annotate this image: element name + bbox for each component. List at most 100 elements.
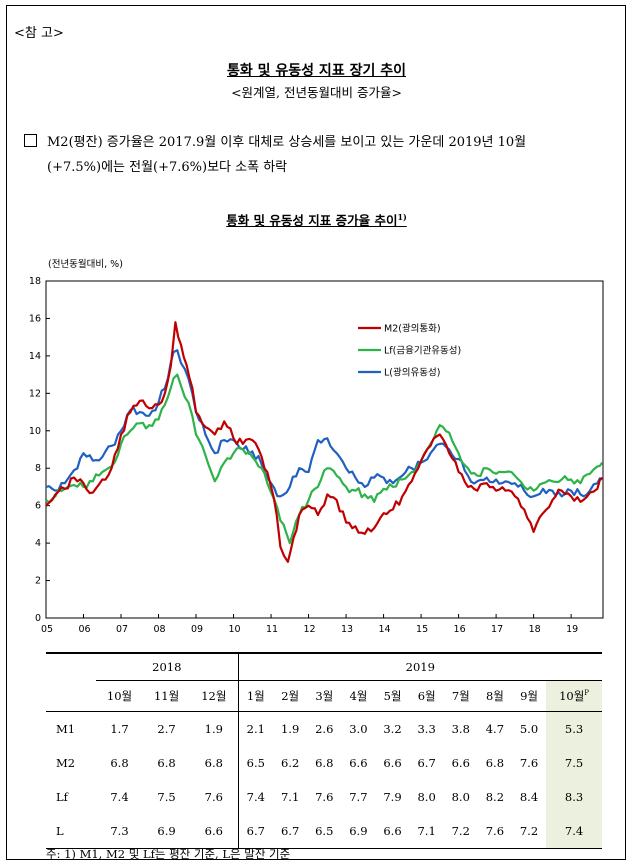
month-header: 12월 [190,680,239,712]
x-tick-label: 08 [153,624,165,635]
month-header: 4월 [349,689,368,703]
month-header: 6월 [417,689,436,703]
y-tick-label: 18 [29,276,41,287]
chart-frame: (전년동월대비, %) 0 2 4 6 8 10 12 14 16 18 05 06 07 08 09 10 11… [29,258,604,635]
series-line-m2 [45,321,603,563]
month-header: 10월 [106,689,133,703]
month-header: 5월 [383,689,402,703]
x-tick-label: 10 [228,624,240,635]
table-cell: 7.1 [280,790,300,804]
x-tick-label: 05 [41,624,53,635]
document-title: 통화 및 유동성 지표 장기 추이 [227,63,406,79]
table-cell: 5.0 [519,722,539,736]
y-tick-label: 12 [29,388,41,399]
table-cell: 3.8 [451,722,470,736]
line-chart: (전년동월대비, %) 0 2 4 6 8 10 12 14 16 18 05 06 07 08 09 10 11… [29,258,604,635]
table-cell: 5.3 [546,711,602,746]
x-tick-label: 13 [341,624,353,635]
row-label: L [56,824,64,838]
bullet-text-line-1: M2(평잔) 증가율은 2017.9월 이후 대체로 상승세를 보이고 있는 가… [47,135,527,150]
table-cell: 2.6 [315,722,334,736]
legend-label-l: L(광의유동성) [384,367,440,379]
table-cell: 7.4 [546,814,602,849]
x-tick-label: 16 [454,624,466,635]
table-cell: 2.7 [157,722,176,736]
table-cell: 7.1 [417,824,436,838]
table-row: Lf 7.4 7.5 7.6 7.4 7.1 7.6 7.7 7.9 8.0 8.0 8.2 8.4 8.… [46,780,602,814]
series-line-lf [45,373,604,545]
y-tick-label: 8 [35,463,41,474]
table-cell: 8.2 [485,790,505,804]
table-month-row: 10월 11월 12월 1월 2월 3월 4월 5월 6월 7월 8월 9월 10월P [46,680,602,712]
table-cell: 3.3 [417,722,436,736]
table-cell: 7.6 [519,756,539,770]
month-header: 3월 [315,689,334,703]
table-cell: 8.0 [417,790,436,804]
table-corner [46,681,96,712]
table-cell: 6.8 [315,756,334,770]
table-cell: 1.9 [280,722,300,736]
document-subtitle: <원계열, 전년동월대비 증가율> [231,85,402,100]
table-cell: 7.5 [157,790,176,804]
x-tick-label: 19 [566,624,578,635]
table-cell: 6.6 [383,756,402,770]
table-cell: 7.4 [246,790,265,804]
year-header-2018: 2018 [96,653,239,681]
table-cell: 6.8 [190,746,239,780]
table-cell: 6.8 [485,756,505,770]
y-tick-label: 14 [29,351,41,362]
bullet-text-line-2: (+7.5%)에는 전월(+7.6%)보다 소폭 하락 [47,160,288,175]
row-label: M2 [56,756,76,770]
series-lines [45,321,604,563]
row-label: M1 [56,722,76,736]
table-cell: 6.9 [157,824,176,838]
x-tick-label: 12 [304,624,316,635]
y-axis-label: (전년동월대비, %) [48,258,123,270]
table-row: M2 6.8 6.8 6.8 6.5 6.2 6.8 6.6 6.6 6.7 6.6 6.8 7.6 7.… [46,746,602,780]
legend-label-m2: M2(광의통화) [384,323,441,335]
x-tick-label: 14 [379,624,391,635]
plot-area-border [45,280,604,619]
y-tick-label: 0 [35,613,41,624]
legend-label-lf: Lf(금융기관유동성) [384,346,461,357]
table-cell: 6.5 [246,756,265,770]
table-cell: 7.6 [485,824,505,838]
table-cell: 7.9 [383,790,402,804]
table-corner [46,653,96,681]
table-cell: 7.2 [451,824,470,838]
table-cell: 7.3 [110,824,129,838]
x-tick-label: 07 [116,624,128,635]
series-line-l [45,349,603,499]
chart-title-footnote-mark: 1) [397,211,407,222]
table-cell: 6.2 [280,756,300,770]
month-header-text: 10월 [559,689,585,703]
month-header: 8월 [485,689,504,703]
x-tick-label: 09 [191,624,203,635]
y-tick-label: 10 [29,426,41,437]
y-tick-label: 16 [29,313,41,324]
table-cell: 4.7 [485,722,505,736]
x-tick-label: 11 [266,624,278,635]
x-tick-label: 18 [529,624,541,635]
page-frame [6,5,626,860]
table-cell: 7.2 [519,824,539,838]
table-row: L 7.3 6.9 6.6 6.7 6.7 6.5 6.9 6.6 7.1 7.2 7.6 7.2 7.4 [46,814,602,849]
x-tick-label: 17 [491,624,503,635]
month-header: 10월P [546,680,602,712]
table-cell: 6.6 [190,814,239,849]
table-cell: 7.4 [110,790,129,804]
table-cell: 6.7 [246,824,265,838]
table-cell: 6.8 [110,756,129,770]
table-cell: 1.7 [110,722,129,736]
table-cell: 7.5 [546,746,602,780]
table-cell: 6.6 [349,756,368,770]
year-header-2019: 2019 [238,653,602,681]
y-tick-label: 2 [35,576,41,587]
table-cell: 6.5 [315,824,334,838]
table-cell: 6.6 [451,756,470,770]
month-header: 7월 [451,689,470,703]
table-cell: 6.9 [349,824,368,838]
table-cell: 7.6 [315,790,334,804]
chart-title: 통화 및 유동성 지표 증가율 추이1) [0,210,633,229]
x-tick-label: 06 [78,624,90,635]
